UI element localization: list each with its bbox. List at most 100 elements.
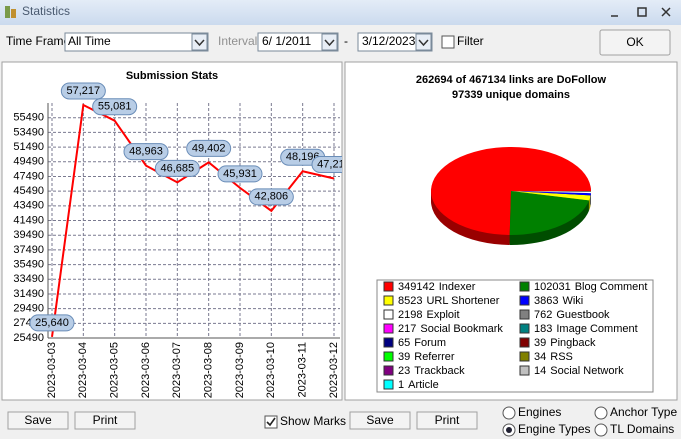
date-from-button[interactable] <box>321 33 338 51</box>
value-label-bg <box>248 188 294 206</box>
print-button[interactable] <box>74 411 136 430</box>
date-from: 6/ 1/2011 <box>262 34 311 48</box>
legend-entry: 65 Forum <box>398 337 446 349</box>
save-label: Save <box>366 413 394 427</box>
time-frame-select[interactable] <box>64 32 209 52</box>
legend-swatch <box>519 309 530 320</box>
value-label: 46,685 <box>161 162 195 174</box>
legend-name: Social Network <box>550 365 624 377</box>
y-tick-label: 51490 <box>13 141 44 153</box>
x-tick-label: 2023-03-04 <box>77 342 89 398</box>
dropdown-arrow <box>418 39 429 47</box>
legend-swatch <box>519 337 530 348</box>
print-button[interactable] <box>416 411 478 430</box>
value-label: 45,931 <box>223 168 257 180</box>
radio-button[interactable] <box>502 406 516 420</box>
save-button[interactable] <box>349 411 411 430</box>
value-label-bg <box>186 139 232 157</box>
date-from-box[interactable] <box>257 32 339 52</box>
value-label-bg <box>311 155 342 173</box>
radio-group: Engines Anchor Type Engine Types TL Domains <box>502 405 677 437</box>
value-label: 48,963 <box>129 146 163 158</box>
date-separator: - <box>344 34 348 48</box>
legend-name: Guestbook <box>556 309 610 321</box>
legend-value: 34 <box>534 351 546 363</box>
show-marks-label: Show Marks <box>280 414 346 428</box>
legend-name: Social Bookmark <box>420 323 503 335</box>
legend-value: 2198 <box>398 309 422 321</box>
dropdown-arrow <box>194 39 205 47</box>
legend-value: 39 <box>534 337 546 349</box>
legend-swatch <box>519 295 530 306</box>
legend-swatch <box>383 337 394 348</box>
title-bar <box>0 0 681 25</box>
legend-swatch <box>383 351 394 362</box>
value-label-bg <box>123 143 169 161</box>
ok-button[interactable] <box>599 29 671 56</box>
y-tick-label: 55490 <box>13 112 44 124</box>
date-to-button[interactable] <box>415 33 432 51</box>
pie-slice <box>431 147 591 235</box>
legend-name: Referrer <box>414 351 455 363</box>
pie-slice <box>509 191 590 236</box>
line-chart: Submission Stats254902749029490314903349… <box>13 70 342 398</box>
pie-slice <box>511 191 591 194</box>
x-tick-label: 2023-03-05 <box>109 342 121 398</box>
y-tick-label: 43490 <box>13 200 44 212</box>
value-label: 42,806 <box>255 191 289 203</box>
dropdown-button[interactable] <box>191 33 208 51</box>
legend-value: 8523 <box>398 295 422 307</box>
save-button[interactable] <box>7 411 69 430</box>
date-to: 3/12/2023 <box>362 34 416 48</box>
value-label: 57,217 <box>67 85 101 97</box>
legend-entry: 102031 Blog Comment <box>534 281 647 293</box>
date-to-box[interactable] <box>357 32 433 52</box>
legend-entry: 23 Trackback <box>398 365 465 377</box>
pie-slice <box>511 191 591 192</box>
value-label-bg <box>29 314 75 332</box>
x-tick-label: 2023-03-06 <box>140 342 152 398</box>
dropdown-arrow <box>324 39 335 47</box>
legend-entry: 8523 URL Shortener <box>398 295 500 307</box>
radio-label: TL Domains <box>610 422 674 436</box>
pie-chart: 262694 of 467134 links are DoFollow 97339… <box>376 74 654 393</box>
legend-name: Forum <box>414 337 446 349</box>
radio-button[interactable] <box>594 423 608 437</box>
legend-value: 14 <box>534 365 546 377</box>
legend-name: Article <box>408 379 439 391</box>
legend-swatch <box>519 365 530 376</box>
show-marks-checkbox[interactable] <box>264 415 278 429</box>
y-tick-label: 29490 <box>13 303 44 315</box>
y-tick-label: 39490 <box>13 229 44 241</box>
legend-value: 23 <box>398 365 410 377</box>
radio-label: Engines <box>518 405 561 419</box>
value-label: 25,640 <box>35 317 69 329</box>
y-tick-label: 45490 <box>13 185 44 197</box>
radio-button[interactable] <box>594 406 608 420</box>
legend-entry: 349142 Indexer <box>398 281 476 293</box>
legend-value: 3863 <box>534 295 558 307</box>
radio-dot <box>506 427 512 433</box>
window-controls[interactable] <box>611 7 671 17</box>
legend-value: 102031 <box>534 281 571 293</box>
legend-swatch <box>383 309 394 320</box>
app-icon <box>5 6 16 18</box>
value-label: 49,402 <box>192 142 226 154</box>
legend-swatch <box>383 379 394 390</box>
y-tick-label: 33490 <box>13 273 44 285</box>
legend-entry: 39 Referrer <box>398 351 455 363</box>
x-tick-label: 2023-03-09 <box>234 342 246 398</box>
legend-entry: 1 Article <box>398 379 439 391</box>
interval-label: Interval <box>218 34 257 48</box>
x-tick-label: 2023-03-11 <box>297 342 309 397</box>
legend-value: 217 <box>398 323 416 335</box>
x-tick-label: 2023-03-08 <box>203 342 215 398</box>
legend-swatch <box>519 323 530 334</box>
filter-checkbox[interactable] <box>441 35 455 49</box>
legend-entry: 217 Social Bookmark <box>398 323 503 335</box>
legend-entry: 2198 Exploit <box>398 309 460 321</box>
legend-value: 39 <box>398 351 410 363</box>
legend-name: Indexer <box>439 281 476 293</box>
check-mark <box>266 417 276 427</box>
